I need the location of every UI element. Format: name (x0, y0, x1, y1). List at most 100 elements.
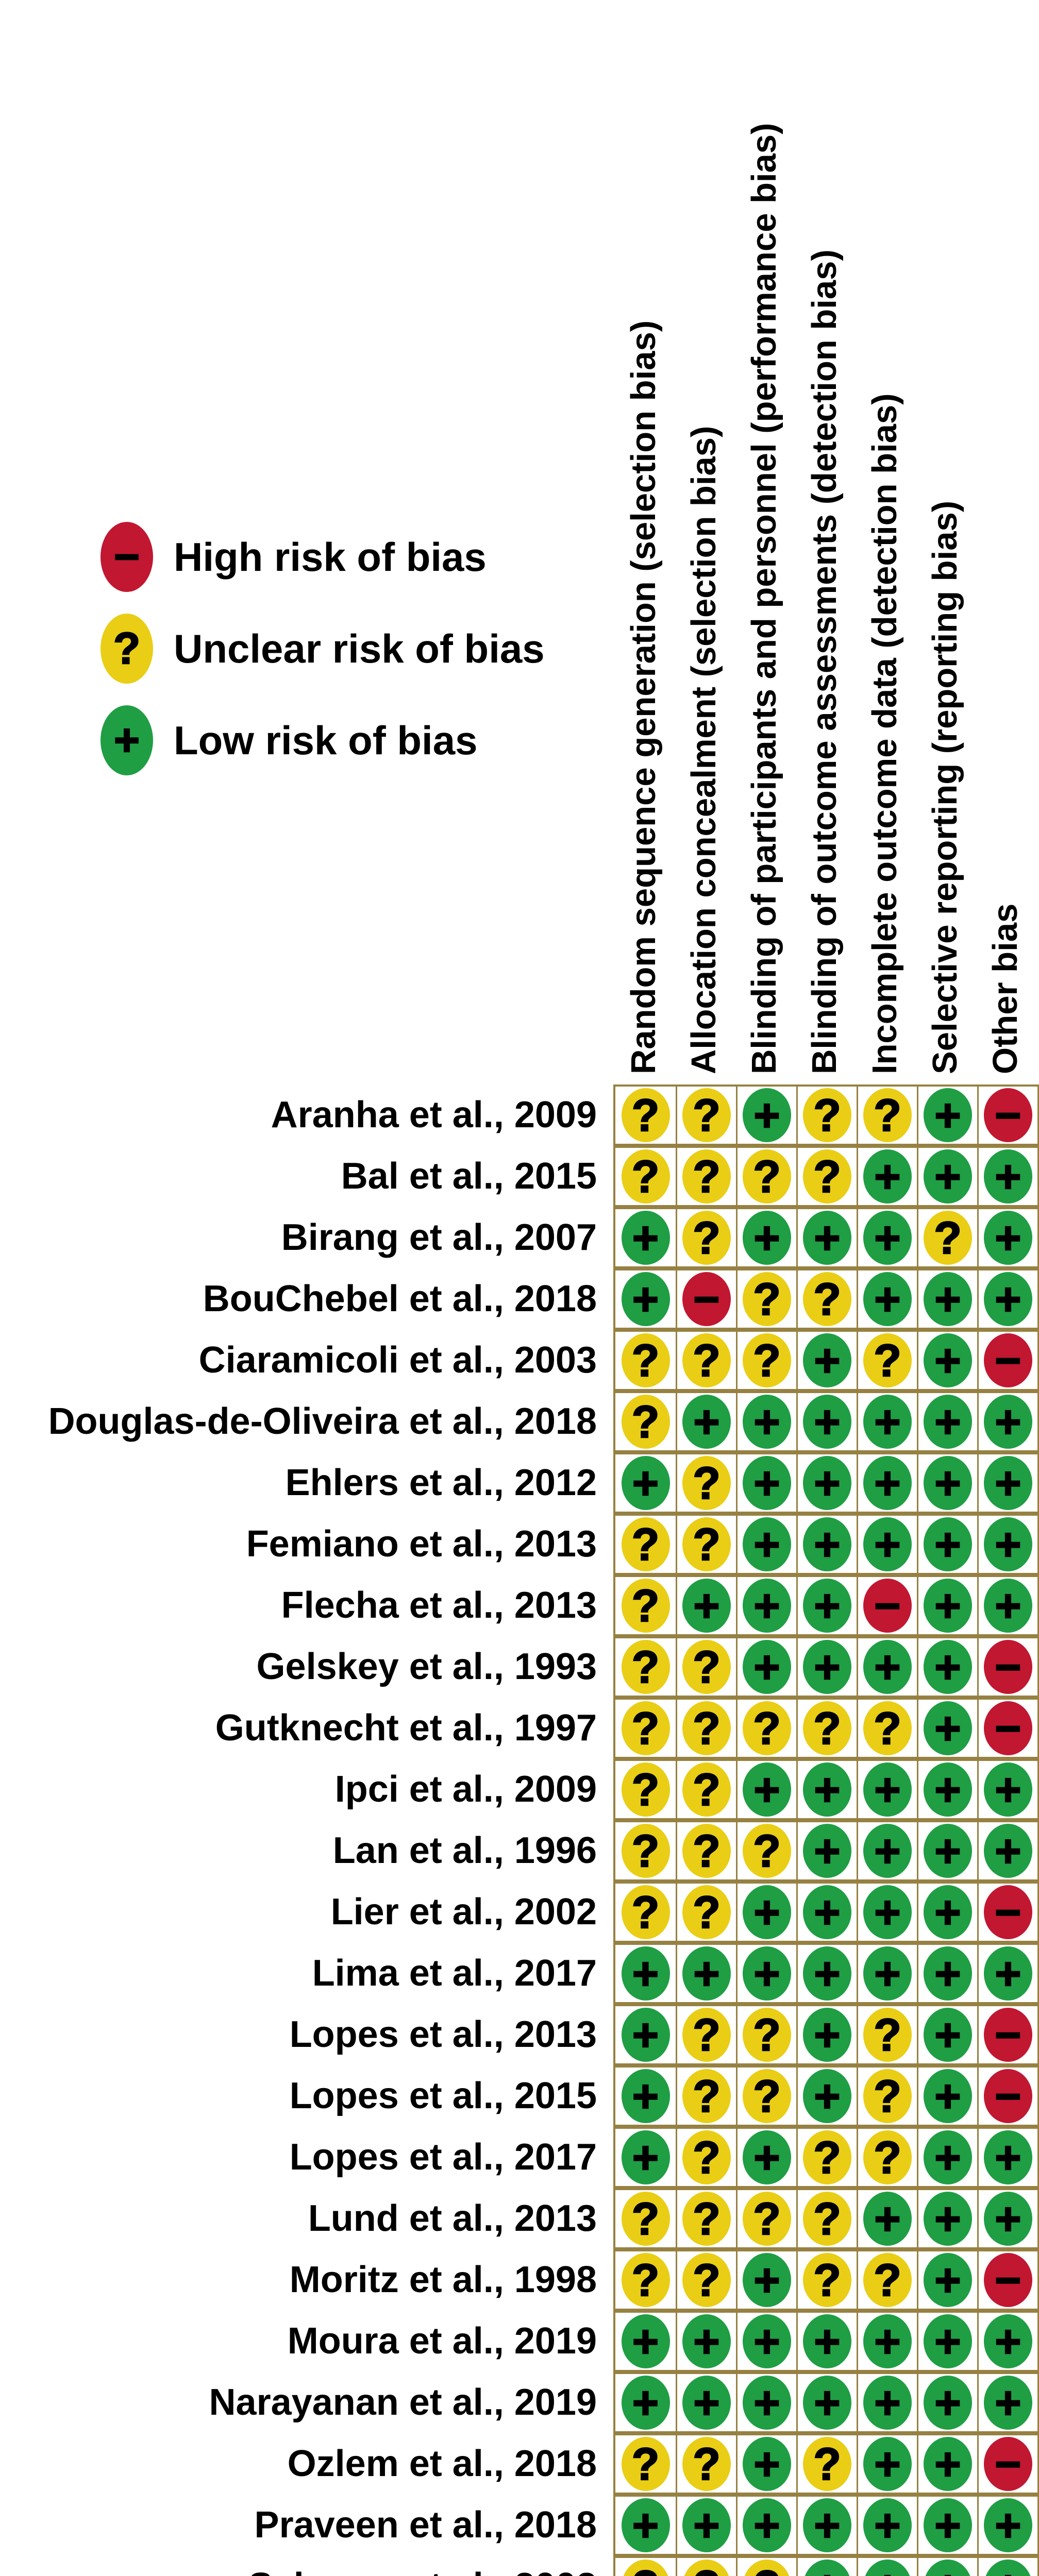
unclear-risk-icon: ? (863, 2069, 912, 2123)
risk-symbol: + (693, 2499, 720, 2551)
unclear-risk-icon: ? (682, 2130, 731, 2184)
risk-symbol: + (753, 1396, 781, 1447)
low-risk-icon: + (984, 1762, 1032, 1817)
risk-symbol: + (994, 1947, 1022, 1999)
unclear-risk-icon: ? (621, 2192, 670, 2246)
study-name: Ciaramicoli et al., 2003 (198, 1340, 597, 1381)
low-risk-icon: + (743, 1088, 791, 1142)
risk-symbol: ? (631, 2193, 660, 2244)
risk-symbol: + (874, 2563, 901, 2576)
risk-cell: ? (676, 1884, 736, 1941)
risk-symbol: + (934, 2131, 962, 2183)
risk-symbol: + (753, 2377, 781, 2428)
unclear-risk-icon: ? (682, 1456, 731, 1510)
unclear-risk-icon: ? (682, 1517, 731, 1571)
low-risk-icon: + (803, 1824, 851, 1878)
column-header: Other bias (985, 903, 1025, 1074)
table-row: ?? + + + + − (613, 1882, 1039, 1943)
unclear-risk-icon: ? (621, 1885, 670, 1939)
low-risk-icon: + (743, 1456, 791, 1510)
risk-symbol: ? (813, 2254, 842, 2306)
table-row: ???? + + + (613, 2188, 1039, 2249)
risk-cell: ? (736, 1332, 796, 1389)
unclear-risk-icon: ? (803, 1149, 851, 1204)
low-risk-icon: + (984, 2560, 1032, 2576)
risk-symbol: + (753, 2131, 781, 2183)
risk-symbol: + (813, 1825, 841, 1876)
risk-symbol: + (934, 1580, 962, 1631)
low-risk-icon: + (743, 2376, 791, 2430)
risk-symbol: + (813, 2315, 841, 2367)
risk-symbol: + (874, 2499, 901, 2551)
low-risk-icon: + (803, 1762, 851, 1817)
risk-cell: + (796, 1638, 857, 1696)
legend-label: Unclear risk of bias (174, 625, 545, 671)
risk-cell: ? (615, 2190, 676, 2247)
study-name: BouChebel et al., 2018 (203, 1278, 597, 1319)
risk-cell: + (857, 1209, 917, 1266)
low-risk-icon: + (924, 1395, 972, 1449)
low-risk-icon: + (621, 1456, 670, 1510)
unclear-risk-icon: ? (743, 1333, 791, 1387)
low-risk-icon: + (621, 2314, 670, 2368)
risk-cell: + (615, 1454, 676, 1512)
table-row: ??? + + + + (613, 2556, 1039, 2576)
study-name: Gelskey et al., 1993 (256, 1646, 597, 1687)
risk-symbol: + (934, 1518, 962, 1570)
risk-cell: + (796, 1209, 857, 1266)
risk-cell: + (796, 2313, 857, 2370)
risk-cell: ? (676, 2558, 736, 2576)
table-row: ? + + + − + + (613, 1575, 1039, 1636)
risk-cell: ? (676, 1700, 736, 1757)
unclear-risk-icon: ? (100, 614, 153, 684)
table-row: ?? + + + + − (613, 1636, 1039, 1698)
low-risk-icon: + (803, 1579, 851, 1633)
risk-symbol: + (874, 2377, 901, 2428)
risk-symbol: ? (692, 2193, 721, 2244)
low-risk-icon: + (863, 2314, 912, 2368)
unclear-risk-icon: ? (621, 1762, 670, 1817)
risk-symbol: + (994, 1764, 1022, 1815)
risk-symbol: ? (631, 1334, 660, 1386)
high-risk-icon: − (984, 1885, 1032, 1939)
risk-cell: + (857, 2497, 917, 2554)
risk-cell: + (736, 1638, 796, 1696)
low-risk-icon: + (984, 1579, 1032, 1633)
study-name: Lan et al., 1996 (332, 1830, 597, 1871)
risk-symbol: ? (692, 1825, 721, 1876)
risk-cell: + (676, 1577, 736, 1634)
low-risk-icon: + (863, 1517, 912, 1571)
study-name: Ipci et al., 2009 (334, 1769, 597, 1810)
risk-cell: + (917, 1945, 977, 2002)
risk-symbol: + (813, 1641, 841, 1692)
risk-cell: ? (615, 1577, 676, 1634)
unclear-risk-icon: ? (682, 1211, 731, 1265)
risk-symbol: + (934, 1089, 962, 1141)
risk-symbol: + (632, 2315, 660, 2367)
risk-cell: ? (736, 1148, 796, 1205)
risk-cell: + (676, 2497, 736, 2554)
unclear-risk-icon: ? (621, 2437, 670, 2491)
risk-symbol: ? (873, 2009, 902, 2060)
risk-cell: ? (676, 1516, 736, 1573)
risk-symbol: ? (692, 1212, 721, 1263)
low-risk-icon: + (924, 2130, 972, 2184)
risk-cell: ? (615, 1332, 676, 1389)
legend-label: Low risk of bias (174, 717, 478, 763)
low-risk-icon: + (924, 1456, 972, 1510)
risk-cell: + (917, 1454, 977, 1512)
column-header: Blinding of outcome assessments (detecti… (805, 249, 844, 1074)
risk-symbol: ? (813, 1273, 842, 1325)
legend-item-high-risk: − High risk of bias (100, 522, 487, 592)
unclear-risk-icon: ? (863, 2008, 912, 2062)
risk-cell: ? (736, 1270, 796, 1328)
risk-symbol: + (874, 1947, 901, 1999)
risk-symbol: + (934, 2563, 962, 2576)
column-header: Blinding of participants and personnel (… (744, 123, 783, 1074)
risk-cell: ? (857, 2067, 917, 2125)
risk-cell: + (857, 1454, 917, 1512)
table-row: ?? + + + + + (613, 1759, 1039, 1820)
unclear-risk-icon: ? (743, 2069, 791, 2123)
risk-cell: ? (796, 2251, 857, 2309)
risk-symbol: + (874, 2438, 901, 2489)
